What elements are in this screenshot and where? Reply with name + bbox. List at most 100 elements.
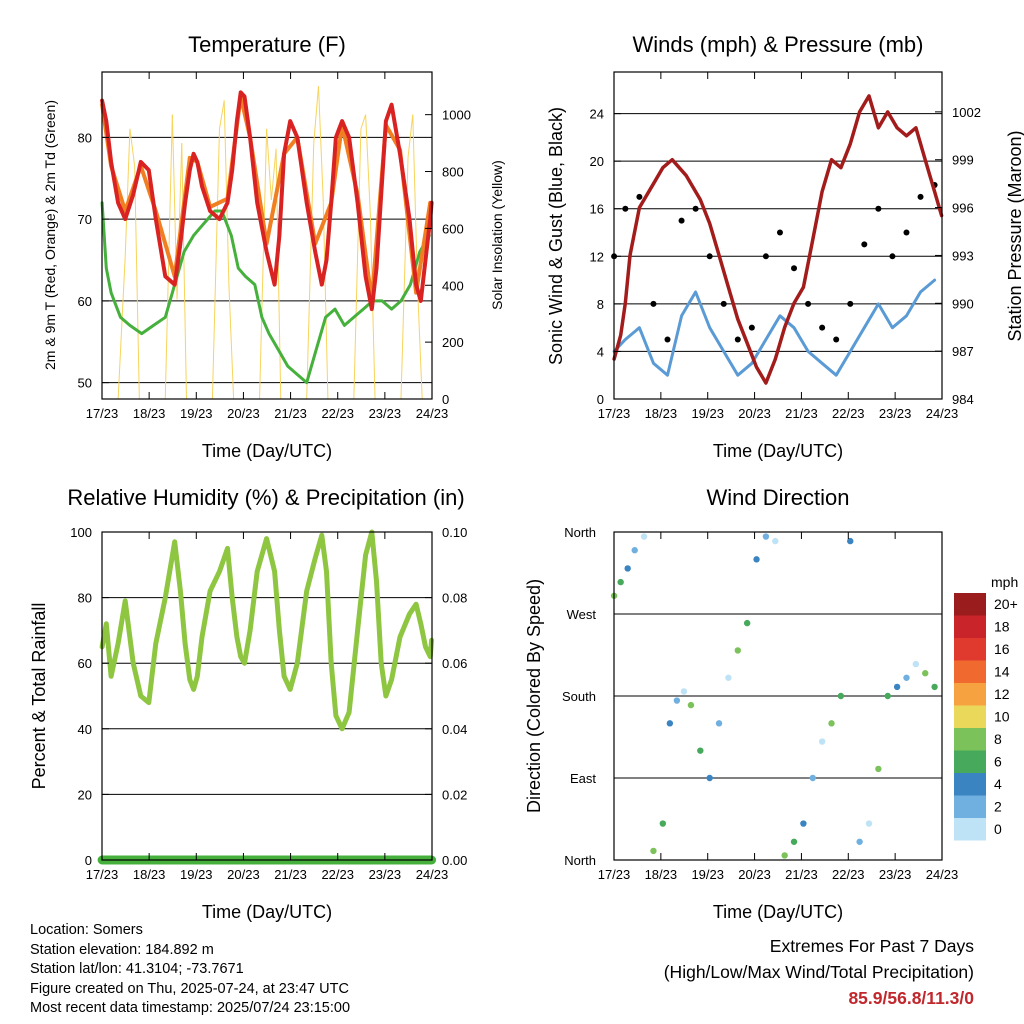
- y-tick-label: North: [564, 853, 596, 868]
- legend-swatch: [954, 638, 986, 661]
- y-tick-label: 24: [590, 107, 604, 122]
- x-tick-label: 17/23: [86, 867, 119, 882]
- direction-point: [666, 720, 674, 727]
- station-elevation: Station elevation: 184.892 m: [30, 941, 214, 958]
- y-tick-label: 50: [78, 376, 92, 391]
- gust-point: [734, 336, 741, 343]
- solar-segment: [360, 114, 367, 130]
- y-tick-label: North: [564, 525, 596, 540]
- direction-x-label: Time (Day/UTC): [713, 902, 843, 922]
- x-tick-label: 17/23: [598, 867, 631, 882]
- solar-segment: [306, 143, 315, 400]
- direction-point: [837, 692, 845, 700]
- x-tick-label: 20/23: [227, 406, 260, 421]
- solar-segment: [181, 143, 187, 400]
- x-tick-label: 18/23: [133, 867, 166, 882]
- direction-point: [893, 683, 901, 691]
- direction-point: [624, 565, 631, 572]
- gust-point: [692, 205, 699, 212]
- x-tick-label: 21/23: [785, 406, 818, 421]
- y-tick-label: 40: [78, 722, 92, 737]
- legend-label: 0: [994, 821, 1002, 837]
- temperature-y-label-left: 2m & 9m T (Red, Orange) & 2m Td (Green): [42, 100, 58, 370]
- temperature-title: Temperature (F): [188, 32, 346, 57]
- x-tick-label: 22/23: [321, 406, 354, 421]
- direction-point: [680, 688, 688, 695]
- legend-swatch: [954, 705, 986, 728]
- x-tick-label: 22/23: [832, 867, 865, 882]
- winds-x-label: Time (Day/UTC): [713, 441, 843, 461]
- x-tick-label: 18/23: [645, 867, 678, 882]
- gust-point: [833, 336, 840, 343]
- winds-axis-ticks: 0 4 8 12 16 20 24 984 987 990 993 996 999 1002 17/23 18…: [590, 72, 981, 421]
- extremes-description: (High/Low/Max Wind/Total Precipitation): [663, 962, 974, 982]
- pressure-series: [612, 94, 944, 385]
- direction-point: [762, 533, 770, 540]
- solar-segment: [124, 128, 131, 257]
- direction-point: [790, 838, 798, 845]
- humidity-panel: Relative Humidity (%) & Precipitation (i…: [29, 485, 467, 922]
- y-tick-label: West: [567, 607, 597, 622]
- x-tick-label: 24/23: [926, 406, 959, 421]
- y-tick-label: 16: [590, 202, 604, 217]
- humidity-axis-ticks: 0 20 40 60 80 100 0.00 0.02 0.04 0.06 0.08 0.10 17/2…: [70, 525, 467, 882]
- gust-point: [847, 300, 854, 307]
- extremes-value: 85.9/56.8/11.3/0: [848, 988, 974, 1008]
- legend-swatch: [954, 683, 986, 706]
- direction-point: [697, 747, 704, 754]
- gust-point: [664, 336, 671, 343]
- legend-swatch: [954, 728, 986, 751]
- gust-point: [706, 253, 713, 260]
- solar-segment: [313, 86, 319, 144]
- y2-tick-label: 0.02: [442, 787, 467, 802]
- y2-tick-label: 1000: [442, 108, 471, 123]
- y-tick-label: 20: [590, 154, 604, 169]
- y2-tick-label: 999: [952, 153, 974, 168]
- solar-segment: [228, 285, 235, 400]
- x-tick-label: 19/23: [691, 867, 724, 882]
- gust-point: [650, 300, 657, 307]
- figure-created: Figure created on Thu, 2025-07-24, at 23…: [30, 980, 349, 997]
- legend-title: mph: [991, 574, 1018, 590]
- direction-point: [884, 692, 891, 700]
- temperature-x-label: Time (Day/UTC): [202, 441, 332, 461]
- x-tick-label: 23/23: [369, 406, 402, 421]
- y2-tick-label: 0.06: [442, 656, 467, 671]
- recent-timestamp: Most recent data timestamp: 2025/07/24 2…: [30, 1000, 351, 1016]
- direction-y-label-left: Direction (Colored By Speed): [524, 579, 544, 813]
- humidity-line: [99, 529, 435, 732]
- legend-swatch: [954, 818, 986, 841]
- solar-segment: [353, 128, 362, 400]
- winds-y-label-right: Station Pressure (Maroon): [1005, 130, 1024, 341]
- y-tick-label: 80: [78, 591, 92, 606]
- y2-tick-label: 400: [442, 278, 464, 293]
- y2-tick-label: 990: [952, 296, 974, 311]
- gust-point: [889, 253, 896, 260]
- x-tick-label: 22/23: [832, 406, 865, 421]
- legend-label: 10: [994, 709, 1010, 725]
- y2-tick-label: 0: [442, 392, 449, 407]
- legend-label: 14: [994, 664, 1010, 680]
- y-tick-label: 80: [78, 130, 92, 145]
- x-tick-label: 24/23: [416, 406, 449, 421]
- solar-segment: [218, 100, 225, 129]
- x-tick-label: 24/23: [416, 867, 449, 882]
- gust-point: [762, 253, 769, 260]
- legend-label: 18: [994, 619, 1010, 635]
- y-tick-label: 8: [597, 297, 604, 312]
- direction-point: [903, 674, 910, 681]
- y-tick-label: 70: [78, 212, 92, 227]
- gust-point: [748, 324, 755, 331]
- y-tick-label: 0: [597, 392, 604, 407]
- x-tick-label: 19/23: [180, 867, 213, 882]
- direction-point: [734, 647, 741, 654]
- x-tick-label: 24/23: [926, 867, 959, 882]
- y2-tick-label: 0.04: [442, 722, 467, 737]
- gust-point: [917, 193, 924, 200]
- winds-panel: Winds (mph) & Pressure (mb) 0 4 8 12 16 20 24 9…: [546, 32, 1024, 461]
- sonic-wind-line: [612, 278, 937, 377]
- x-tick-label: 23/23: [879, 406, 912, 421]
- solar-segment: [365, 114, 371, 215]
- x-tick-label: 19/23: [180, 406, 213, 421]
